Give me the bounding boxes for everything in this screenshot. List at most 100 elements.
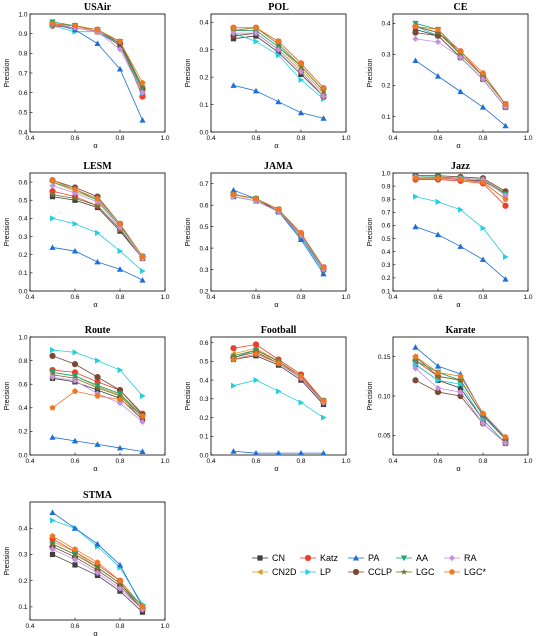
plot-frame: [210, 172, 347, 292]
x-axis-label: α: [93, 464, 98, 473]
y-tick-label: 0.4: [199, 377, 208, 384]
data-point: [275, 38, 282, 44]
x-tick-label: 0.6: [70, 458, 79, 465]
data-point: [94, 40, 101, 46]
legend-label: PA: [368, 553, 379, 563]
data-point: [434, 73, 442, 79]
plot-title: CE: [454, 2, 468, 13]
data-point: [94, 202, 101, 209]
data-point: [297, 68, 305, 75]
data-point: [72, 562, 78, 568]
data-point: [298, 76, 305, 83]
plot-title: Karate: [446, 325, 477, 336]
x-tick-label: 0.4: [25, 135, 34, 142]
y-axis-label: Precision: [185, 59, 192, 88]
x-tick-label: 1.0: [160, 294, 169, 301]
data-point: [435, 377, 442, 384]
data-point: [231, 382, 237, 389]
data-point: [72, 349, 79, 356]
data-point: [94, 540, 101, 547]
y-tick-label: 0.1: [18, 270, 27, 277]
data-point: [457, 176, 464, 183]
data-point: [49, 244, 56, 250]
data-point: [71, 556, 79, 563]
data-point: [457, 50, 464, 58]
data-point: [49, 20, 56, 27]
legend: CN Katz PA AA RA CN2D LP CCLP LGC LGC*: [252, 553, 487, 577]
data-point: [94, 564, 101, 571]
data-point: [412, 35, 419, 42]
data-point: [412, 377, 419, 384]
data-point: [297, 109, 305, 116]
plot-usair: USAir 0.4 0.6 0.8 1.0 0.4 0.5 0.6 0.7 0.8 0.9 1.0 α P…: [4, 2, 170, 150]
series-lp: [231, 30, 327, 103]
x-tick-label: 0.6: [433, 294, 442, 301]
series-lgc-star: [49, 532, 146, 610]
legend-label: CN2D: [272, 567, 297, 577]
series-lgc-star: [412, 175, 509, 202]
data-point: [320, 264, 327, 270]
data-point: [276, 388, 282, 395]
data-point: [72, 388, 78, 394]
x-tick-label: 0.4: [206, 294, 215, 301]
y-tick-label: 0.3: [18, 552, 27, 559]
series-pa: [230, 82, 327, 121]
data-point: [94, 569, 101, 576]
data-point: [49, 546, 56, 553]
x-tick-label: 0.6: [433, 135, 442, 142]
y-tick-label: 0.5: [18, 198, 27, 205]
x-tick-label: 0.4: [25, 458, 34, 465]
data-point: [230, 352, 237, 359]
y-tick-label: 0.6: [18, 382, 27, 389]
x-tick-label: 0.4: [25, 623, 34, 630]
y-tick-label: 0.6: [199, 340, 208, 347]
data-point: [502, 192, 509, 199]
data-point: [412, 29, 419, 36]
data-point: [139, 418, 146, 426]
y-axis-label: Precision: [4, 547, 11, 576]
x-tick-label: 0.8: [478, 294, 487, 301]
y-tick-label: 0.3: [18, 234, 27, 241]
legend-label: AA: [416, 553, 428, 563]
data-point: [49, 404, 56, 411]
data-point: [479, 256, 487, 263]
data-point: [116, 585, 124, 592]
y-tick-label: 0.4: [199, 245, 208, 252]
series-pa: [412, 57, 509, 129]
data-point: [253, 195, 259, 202]
legend-label: RA: [464, 553, 477, 563]
legend-label: Katz: [320, 553, 339, 563]
data-point: [230, 24, 237, 31]
data-point: [502, 202, 509, 209]
x-tick-label: 1.0: [160, 623, 169, 630]
legend-entry-ra: RA: [444, 553, 477, 563]
series-ra: [412, 365, 509, 447]
data-point: [50, 346, 56, 354]
y-tick-label: 1.0: [381, 170, 390, 177]
series-lgc-star: [230, 350, 327, 404]
data-point: [457, 376, 464, 384]
data-point: [298, 229, 304, 236]
data-point: [117, 220, 123, 227]
series-lp: [231, 376, 327, 421]
data-point: [253, 38, 260, 45]
series-pa: [412, 223, 509, 282]
y-tick-label: 0.2: [199, 415, 208, 422]
y-tick-label: 0.3: [199, 47, 208, 54]
y-tick-label: 0.4: [381, 21, 390, 28]
legend-marker: [400, 555, 408, 562]
data-point: [321, 414, 327, 421]
data-point: [95, 357, 101, 364]
data-point: [502, 440, 509, 447]
data-point: [435, 369, 441, 375]
x-axis-label: α: [274, 464, 279, 473]
data-point: [139, 83, 146, 90]
y-tick-label: 0.10: [378, 393, 391, 400]
data-point: [320, 93, 327, 100]
y-axis-label: Precision: [4, 59, 11, 88]
y-tick-label: 0.2: [199, 288, 208, 295]
data-point: [50, 517, 56, 524]
data-point: [94, 559, 101, 565]
y-tick-label: 0.6: [18, 179, 27, 186]
data-point: [502, 196, 509, 202]
